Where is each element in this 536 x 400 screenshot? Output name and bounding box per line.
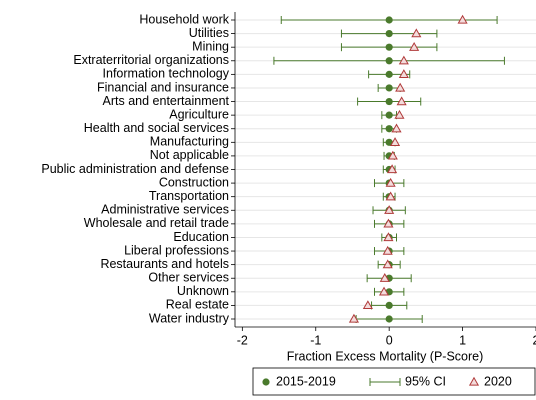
x-tick-label: -2 <box>237 333 248 347</box>
triangle <box>383 218 394 228</box>
legend-label: 2020 <box>484 374 512 388</box>
legend-triangle <box>468 376 480 386</box>
triangle <box>382 259 393 269</box>
triangle <box>391 123 402 133</box>
dot <box>385 43 393 51</box>
y-tick-label: Construction <box>159 175 229 189</box>
triangle <box>387 164 398 174</box>
y-tick-label: Financial and insurance <box>97 80 229 94</box>
y-tick-label: Not applicable <box>150 148 229 162</box>
triangle <box>409 41 420 51</box>
triangle <box>384 205 395 214</box>
dot <box>385 138 393 146</box>
triangle <box>385 191 396 201</box>
triangle <box>394 109 405 119</box>
y-tick-label: Information technology <box>103 67 230 81</box>
legend-label: 95% CI <box>405 374 446 388</box>
y-tick-label: Utilities <box>189 26 229 40</box>
legend-dot <box>262 378 270 386</box>
y-tick-label: Mining <box>192 39 229 53</box>
triangle <box>362 300 373 310</box>
dot <box>385 29 393 38</box>
y-tick-label: Unknown <box>177 284 229 298</box>
triangle <box>398 55 409 65</box>
dot <box>385 97 393 106</box>
y-tick-label: Extraterritorial organizations <box>73 53 229 67</box>
y-tick-label: Education <box>173 230 229 244</box>
y-tick-label: Agriculture <box>169 107 229 121</box>
triangle <box>457 14 468 24</box>
y-tick-label: Other services <box>148 271 229 285</box>
y-tick-label: Liberal professions <box>124 243 229 257</box>
dot <box>385 16 393 24</box>
dot <box>385 84 393 92</box>
triangle <box>387 150 398 160</box>
triangle <box>385 177 396 187</box>
dot <box>385 70 393 78</box>
y-tick-label: Wholesale and retail trade <box>84 216 229 230</box>
y-tick-label: Restaurants and hotels <box>100 257 229 271</box>
y-tick-label: Arts and entertainment <box>103 94 230 108</box>
x-tick-label: -1 <box>310 333 321 347</box>
y-tick-label: Water industry <box>149 311 230 325</box>
x-tick-label: 2 <box>533 333 536 347</box>
y-tick-label: Transportation <box>149 189 229 203</box>
dot <box>385 125 393 133</box>
x-tick-label: 1 <box>459 333 466 347</box>
dot <box>385 301 393 310</box>
triangle <box>411 28 422 38</box>
triangle <box>398 69 409 79</box>
legend-label: 2015-2019 <box>276 374 336 388</box>
triangle <box>395 82 406 92</box>
y-tick-label: Household work <box>139 12 229 26</box>
triangle <box>396 96 407 106</box>
dot <box>385 111 393 119</box>
dot <box>385 57 393 65</box>
triangle <box>382 245 393 255</box>
triangle <box>348 313 359 323</box>
legend-box <box>252 367 536 396</box>
dot <box>385 315 393 323</box>
y-tick-label: Real estate <box>166 298 229 312</box>
y-tick-label: Health and social services <box>84 121 229 135</box>
y-tick-label: Public administration and defense <box>41 162 229 176</box>
triangle <box>379 273 390 282</box>
y-tick-label: Manufacturing <box>150 135 229 149</box>
x-tick-label: 0 <box>386 333 393 347</box>
x-axis-label: Fraction Excess Mortality (P-Score) <box>287 349 484 363</box>
triangle <box>383 232 394 242</box>
triangle <box>389 137 401 146</box>
triangle <box>378 286 390 296</box>
y-tick-label: Administrative services <box>101 203 229 217</box>
